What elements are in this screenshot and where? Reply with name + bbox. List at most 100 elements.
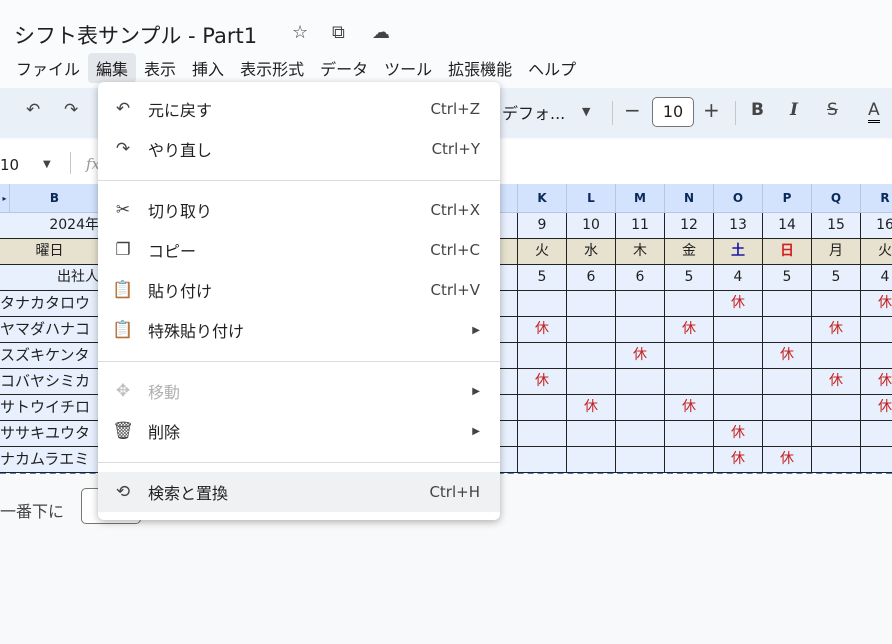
cell-n3[interactable]: 5 xyxy=(665,265,714,291)
cell-p10[interactable]: 休 xyxy=(763,447,812,473)
cell-k5[interactable]: 休 xyxy=(518,317,567,343)
cell-m1[interactable]: 11 xyxy=(616,213,665,239)
cell-k7[interactable]: 休 xyxy=(518,369,567,395)
cell-m2[interactable]: 木 xyxy=(616,239,665,265)
menu-item-clipboard[interactable]: 📋 特殊貼り付け ▶ xyxy=(98,310,500,350)
column-header-l[interactable]: L xyxy=(567,184,616,213)
cell-q9[interactable] xyxy=(812,421,861,447)
cell-q6[interactable] xyxy=(812,343,861,369)
column-header-q[interactable]: Q xyxy=(812,184,861,213)
menu-6[interactable]: データ xyxy=(320,60,369,79)
cell-n7[interactable] xyxy=(665,369,714,395)
cell-q7[interactable]: 休 xyxy=(812,369,861,395)
column-header-b[interactable]: B xyxy=(10,184,100,213)
decrease-font-size-button[interactable]: − xyxy=(624,98,641,122)
cell-l2[interactable]: 水 xyxy=(567,239,616,265)
cell-b-row-4[interactable]: タナカタロウ xyxy=(0,291,100,317)
cell-m10[interactable] xyxy=(616,447,665,473)
cell-m3[interactable]: 6 xyxy=(616,265,665,291)
cell-r6[interactable] xyxy=(861,343,892,369)
cell-o2[interactable]: 土 xyxy=(714,239,763,265)
cell-k10[interactable] xyxy=(518,447,567,473)
text-color-button[interactable]: A xyxy=(868,100,880,123)
undo-icon[interactable]: ↶ xyxy=(26,100,41,120)
cell-p4[interactable] xyxy=(763,291,812,317)
cell-o8[interactable] xyxy=(714,395,763,421)
cell-n6[interactable] xyxy=(665,343,714,369)
move-to-folder-icon[interactable]: ⧉ xyxy=(332,22,345,43)
cell-b-row-9[interactable]: ササキユウタ xyxy=(0,421,100,447)
cell-o4[interactable]: 休 xyxy=(714,291,763,317)
column-header-m[interactable]: M xyxy=(616,184,665,213)
menu-5[interactable]: 表示形式 xyxy=(240,60,305,79)
cell-m6[interactable]: 休 xyxy=(616,343,665,369)
cell-r2[interactable]: 火 xyxy=(861,239,892,265)
cell-n10[interactable] xyxy=(665,447,714,473)
cell-m8[interactable] xyxy=(616,395,665,421)
cell-r1[interactable]: 16 xyxy=(861,213,892,239)
cell-b-row-2[interactable]: 曜日 xyxy=(0,239,100,265)
font-select[interactable]: デフォ... xyxy=(502,104,566,123)
cell-p3[interactable]: 5 xyxy=(763,265,812,291)
cell-o5[interactable] xyxy=(714,317,763,343)
cell-l10[interactable] xyxy=(567,447,616,473)
cell-q3[interactable]: 5 xyxy=(812,265,861,291)
cell-q1[interactable]: 15 xyxy=(812,213,861,239)
cell-p7[interactable] xyxy=(763,369,812,395)
document-title[interactable]: シフト表サンプル - Part1 xyxy=(14,24,258,48)
bold-button[interactable]: B xyxy=(751,100,764,120)
chevron-down-icon[interactable]: ▼ xyxy=(43,159,51,170)
cell-o10[interactable]: 休 xyxy=(714,447,763,473)
cell-b-row-8[interactable]: サトウイチロ xyxy=(0,395,100,421)
cell-r5[interactable] xyxy=(861,317,892,343)
menu-item-undo[interactable]: ↶ 元に戻す Ctrl+Z xyxy=(98,89,500,129)
column-header-n[interactable]: N xyxy=(665,184,714,213)
cell-k4[interactable] xyxy=(518,291,567,317)
cell-p2[interactable]: 日 xyxy=(763,239,812,265)
cell-l1[interactable]: 10 xyxy=(567,213,616,239)
cell-o7[interactable] xyxy=(714,369,763,395)
cell-l9[interactable] xyxy=(567,421,616,447)
menu-item-move[interactable]: ✥ 移動 ▶ xyxy=(98,371,500,411)
menu-4[interactable]: 挿入 xyxy=(192,60,225,79)
column-header-o[interactable]: O xyxy=(714,184,763,213)
menu-item-copy[interactable]: ❐ コピー Ctrl+C xyxy=(98,230,500,270)
cell-b-row-6[interactable]: スズキケンタ xyxy=(0,343,100,369)
chevron-down-icon[interactable]: ▼ xyxy=(582,105,591,118)
cell-r3[interactable]: 4 xyxy=(861,265,892,291)
menu-item-trash[interactable]: 🗑 削除 ▶ xyxy=(98,411,500,451)
cell-l7[interactable] xyxy=(567,369,616,395)
cell-k1[interactable]: 9 xyxy=(518,213,567,239)
cell-o3[interactable]: 4 xyxy=(714,265,763,291)
cell-q4[interactable] xyxy=(812,291,861,317)
cell-k9[interactable] xyxy=(518,421,567,447)
cell-b-row-10[interactable]: ナカムラエミ xyxy=(0,447,100,473)
cell-m5[interactable] xyxy=(616,317,665,343)
cell-q5[interactable]: 休 xyxy=(812,317,861,343)
cell-n9[interactable] xyxy=(665,421,714,447)
column-header-r[interactable]: R xyxy=(861,184,892,213)
cell-p6[interactable]: 休 xyxy=(763,343,812,369)
cell-p9[interactable] xyxy=(763,421,812,447)
cell-q10[interactable] xyxy=(812,447,861,473)
cell-k8[interactable] xyxy=(518,395,567,421)
menu-item-redo[interactable]: ↷ やり直し Ctrl+Y xyxy=(98,129,500,169)
cell-n5[interactable]: 休 xyxy=(665,317,714,343)
column-header-p[interactable]: P xyxy=(763,184,812,213)
cell-o6[interactable] xyxy=(714,343,763,369)
cell-r10[interactable] xyxy=(861,447,892,473)
italic-button[interactable]: I xyxy=(790,100,798,120)
cell-q8[interactable] xyxy=(812,395,861,421)
cell-l5[interactable] xyxy=(567,317,616,343)
menu-2[interactable]: 編集 xyxy=(88,53,137,83)
cell-l8[interactable]: 休 xyxy=(567,395,616,421)
cell-k6[interactable] xyxy=(518,343,567,369)
cell-l3[interactable]: 6 xyxy=(567,265,616,291)
cell-l6[interactable] xyxy=(567,343,616,369)
cell-b-row-3[interactable]: 出社人 xyxy=(0,265,100,291)
cell-p1[interactable]: 14 xyxy=(763,213,812,239)
name-box[interactable]: 10 xyxy=(0,156,20,174)
menu-7[interactable]: ツール xyxy=(384,60,433,79)
cell-p8[interactable] xyxy=(763,395,812,421)
cell-r7[interactable]: 休 xyxy=(861,369,892,395)
